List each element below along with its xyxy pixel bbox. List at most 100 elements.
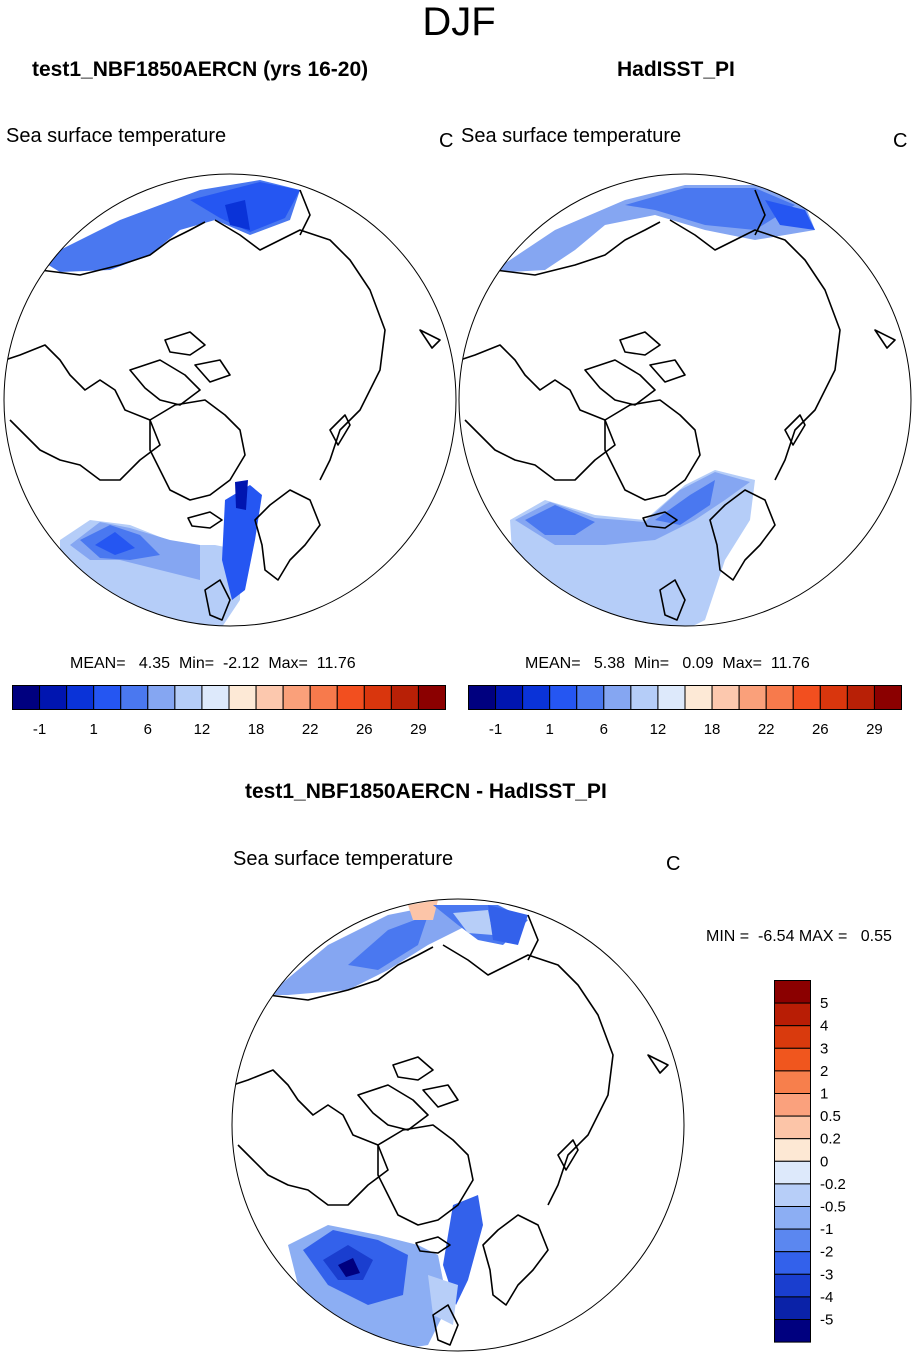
panel2-colorbar-box: [819, 685, 848, 710]
panel3-colorbar-box: [774, 1070, 811, 1095]
panel3-colorbar-box: [774, 1206, 811, 1230]
coastline: [459, 344, 616, 481]
coastline: [482, 1214, 549, 1306]
panel3-units-label: C: [666, 853, 681, 875]
panel1-colorbar: -1 1 6 12 18 22 26 29: [12, 685, 446, 738]
panel2-title: HadISST_PI: [617, 58, 735, 81]
panel3-colorbar-box: [774, 1160, 811, 1185]
panel2-colorbar-box: [738, 685, 767, 710]
coastline: [419, 329, 441, 349]
panel2-colorbar-box: [792, 685, 821, 710]
panel3-colorbar-box: [774, 1002, 811, 1027]
panel3-colorbar-tick-label: -3: [820, 1266, 833, 1283]
panel2-colorbar-tick-label: 22: [758, 721, 775, 738]
coastline: [494, 221, 661, 276]
panel2-colorbar-box: [711, 685, 740, 710]
panel1-colorbar-tick-label: 12: [194, 721, 211, 738]
panel1-colorbar-box: [228, 685, 257, 710]
coastline: [187, 511, 223, 529]
panel2-colorbar-tick-label: 26: [812, 721, 829, 738]
map-boundary-circle: [458, 173, 912, 627]
map-boundary-circle: [231, 898, 685, 1352]
sst-field-region: [235, 480, 248, 510]
panel1-polar-map: [3, 173, 457, 627]
difference-title: test1_NBF1850AERCN - HadISST_PI: [245, 780, 607, 803]
panel2-colorbar-box: [468, 685, 497, 710]
panel1-colorbar-tick-label: 22: [302, 721, 319, 738]
panel3-colorbar-box: [774, 1273, 811, 1298]
panel1-colorbar-box: [255, 685, 284, 710]
coastline: [709, 489, 776, 581]
coastline: [415, 1236, 451, 1254]
panel3-colorbar-box: [774, 1251, 811, 1275]
coastline: [267, 946, 434, 1001]
coastline: [754, 189, 766, 236]
coastline: [642, 511, 678, 529]
panel2-colorbar-box: [522, 685, 551, 710]
panel3-colorbar-tick-label: 5: [820, 995, 828, 1012]
panel1-stats: MEAN= 4.35 Min= -2.12 Max= 11.76: [70, 655, 356, 672]
panel1-colorbar-box: [147, 685, 176, 710]
panel2-colorbar-tick-label: 12: [650, 721, 667, 738]
panel2-colorbar-box: [873, 685, 902, 710]
panel1-units-label: C: [439, 130, 454, 152]
sst-field-region: [443, 1195, 483, 1305]
coastline: [39, 221, 206, 276]
panel1-colorbar-box: [93, 685, 122, 710]
coastline: [557, 1139, 579, 1171]
panel3-colorbar-box: [774, 1047, 811, 1072]
panel1-colorbar-box: [174, 685, 203, 710]
panel3-colorbar-box: [774, 1183, 811, 1207]
panel3-stats: MIN = -6.54 MAX = 0.55: [706, 928, 892, 945]
coastline: [647, 1054, 669, 1074]
panel2-colorbar-box: [549, 685, 578, 710]
panel3-polar-map: [231, 898, 685, 1352]
coastline: [604, 399, 701, 501]
coastline: [527, 914, 539, 961]
coastline: [442, 944, 614, 1206]
panel3-colorbar-tick-label: 3: [820, 1040, 828, 1057]
panel2-variable-label: Sea surface temperature: [461, 125, 682, 147]
panel3-colorbar-box: [774, 1319, 811, 1343]
panel3-colorbar-box: [774, 1093, 811, 1117]
panel3-colorbar-tick-label: -0.2: [820, 1176, 846, 1193]
panel1-title: test1_NBF1850AERCN (yrs 16-20): [32, 58, 369, 81]
panel1-colorbar-tick-label: 1: [90, 721, 98, 738]
panel1-variable-label: Sea surface temperature: [6, 125, 227, 147]
panel2-colorbar-tick-label: 6: [600, 721, 608, 738]
figure-title: DJF: [422, 0, 496, 44]
panel2-colorbar-tick-label: -1: [489, 721, 502, 738]
coastline: [377, 1124, 474, 1226]
panel2-colorbar-box: [684, 685, 713, 710]
panel3-colorbar-tick-label: 0.5: [820, 1108, 841, 1125]
coastline: [432, 1304, 459, 1346]
panel1-colorbar-box: [282, 685, 311, 710]
panel2-colorbar-tick-label: 18: [704, 721, 721, 738]
coastline: [204, 579, 231, 621]
panel3-colorbar-box: [774, 1296, 811, 1320]
panel2-units-label: C: [893, 130, 908, 152]
panel2-colorbar-tick-label: 29: [866, 721, 883, 738]
coastline: [129, 359, 201, 406]
coastline: [4, 344, 161, 481]
sst-field-region: [225, 200, 250, 230]
panel2-colorbar-box: [603, 685, 632, 710]
coastline: [214, 219, 386, 481]
panel2-colorbar-box: [495, 685, 524, 710]
panel2-colorbar-box: [657, 685, 686, 710]
sst-field-region: [408, 900, 438, 920]
panel3-colorbar: 5 4 3 2 1 0.5 0.2 0 -0.2 -0.5 -1 -2 -3 -4 -5: [774, 980, 846, 1343]
coastline: [149, 399, 246, 501]
sst-field-region: [765, 200, 815, 230]
panel1-colorbar-tick-label: -1: [33, 721, 46, 738]
panel3-colorbar-box: [774, 1138, 811, 1162]
sst-field-region: [655, 480, 715, 525]
coastline: [584, 359, 656, 406]
sst-field-region: [488, 905, 528, 945]
panel1-colorbar-tick-label: 29: [410, 721, 427, 738]
panel2-polar-map: [458, 173, 912, 627]
panel2-colorbar-box: [576, 685, 605, 710]
panel1-colorbar-box: [309, 685, 338, 710]
sst-field-region: [95, 532, 135, 555]
panel1-colorbar-box: [390, 685, 419, 710]
